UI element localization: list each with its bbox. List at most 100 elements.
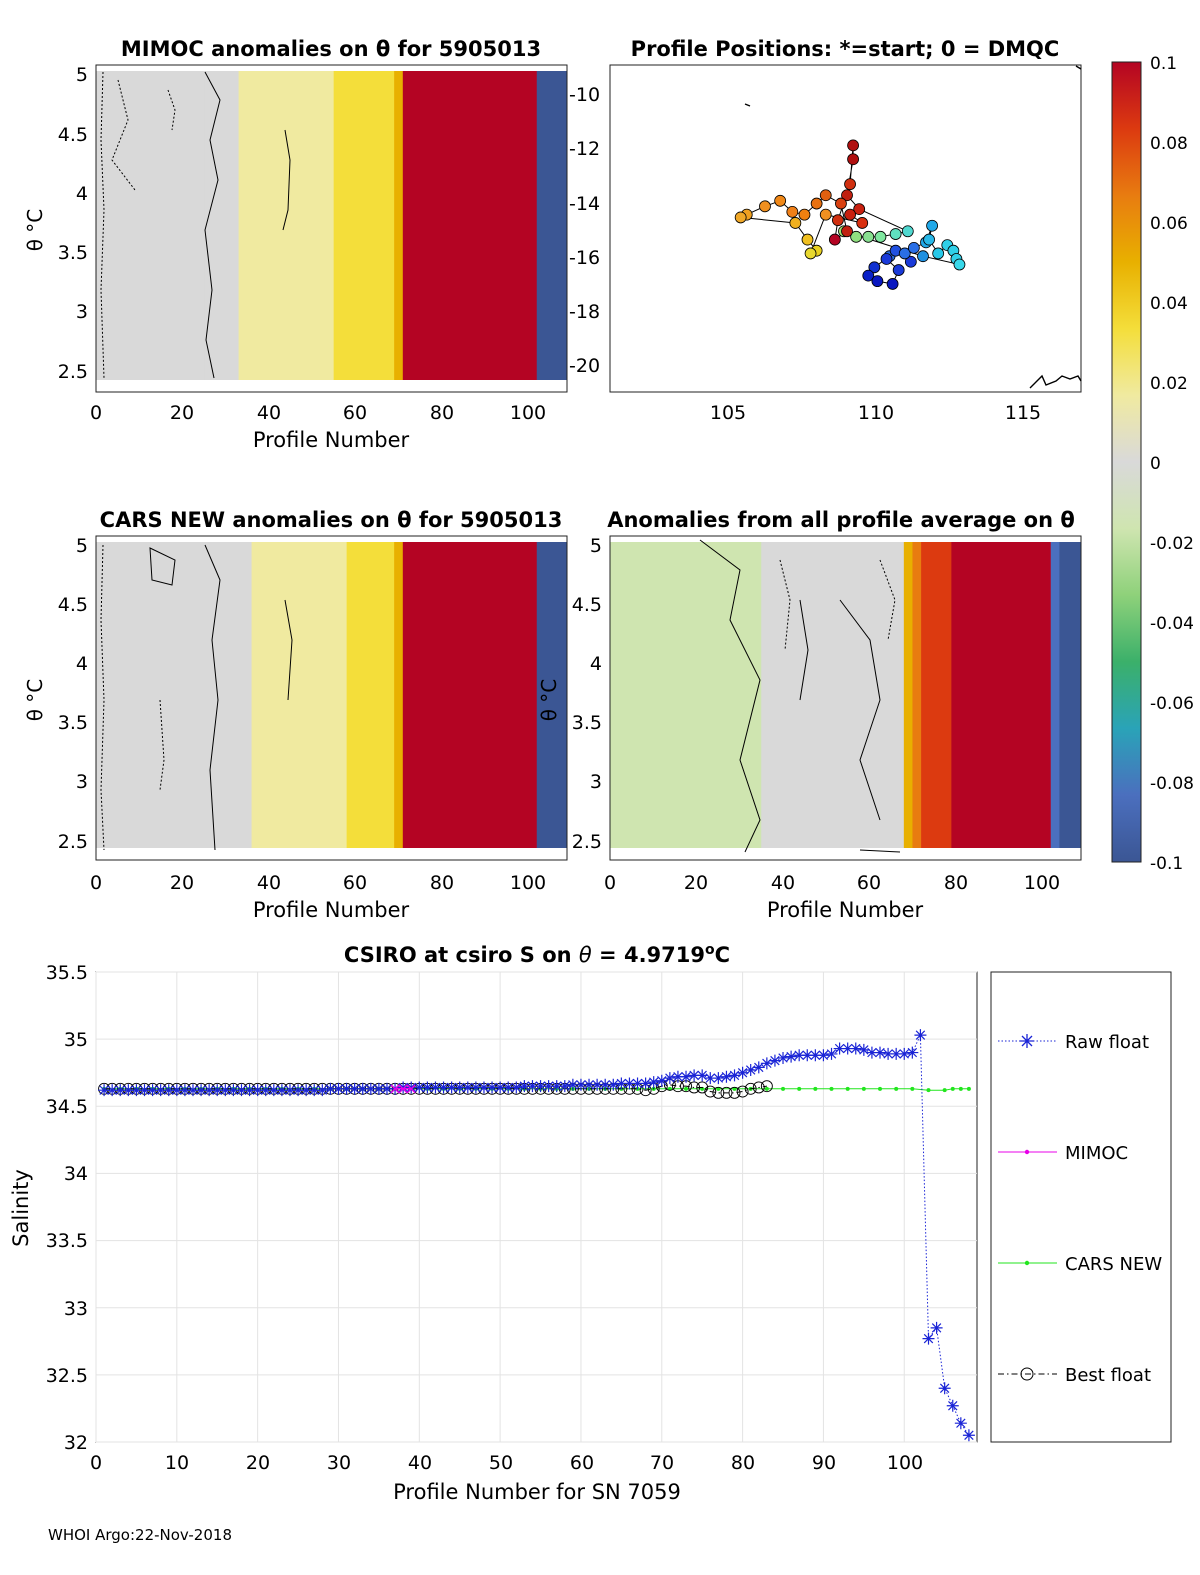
mimoc-ytick: 5 [76, 64, 88, 86]
cars-new-point [861, 1086, 866, 1091]
legend-dot-icon [1024, 1260, 1030, 1266]
raw-float-point [186, 1084, 199, 1097]
avg-ytick: 5 [590, 535, 602, 557]
avg-plot-frame [609, 535, 1082, 861]
profile-position-marker [759, 200, 771, 213]
raw-float-point [178, 1084, 191, 1097]
map-ytick: -12 [569, 138, 600, 160]
raw-float-point [324, 1082, 337, 1095]
salinity-xtick: 10 [165, 1452, 189, 1474]
colorbar-tick: -0.04 [1150, 614, 1194, 634]
profile-position-marker [844, 178, 856, 191]
salinity-ytick: 35.5 [46, 962, 88, 984]
legend-label: MIMOC [1065, 1143, 1128, 1164]
salinity-ylabel: Salinity [9, 1169, 33, 1247]
salinity-xtick: 30 [327, 1452, 351, 1474]
heatmap-band [536, 71, 568, 380]
best-float-point [752, 1081, 765, 1094]
cars-new-point [950, 1086, 955, 1091]
cars-ytick: 5 [76, 535, 88, 557]
avg-panel-title: Anomalies from all profile average on θ [607, 508, 1075, 532]
raw-float-point [211, 1084, 224, 1097]
raw-float-point [195, 1084, 208, 1097]
cars-new-point [797, 1086, 802, 1091]
avg-ylabel: θ °C [537, 679, 561, 722]
heatmap-band [921, 542, 935, 848]
raw-float-point [882, 1047, 895, 1060]
raw-float-point [841, 1042, 854, 1055]
avg-xtick: 100 [1024, 872, 1060, 894]
heatmap-band [951, 542, 1052, 848]
map-coastline [744, 65, 1082, 389]
raw-float-point [704, 1072, 717, 1085]
heatmap-band [372, 542, 395, 848]
raw-float-point [502, 1081, 515, 1094]
profile-position-marker [898, 247, 911, 260]
mimoc-xtick: 60 [343, 402, 367, 424]
raw-float-point [938, 1382, 951, 1395]
colorbar-tick: 0.08 [1150, 134, 1188, 154]
raw-float-point [146, 1084, 159, 1097]
best-float-point [760, 1080, 773, 1093]
mimoc-xtick: 0 [90, 402, 102, 424]
legend-label: Raw float [1065, 1032, 1149, 1053]
cars-new-point [781, 1086, 786, 1091]
profile-position-marker [801, 233, 814, 246]
profile-position-marker [889, 228, 902, 240]
colorbar-tick: 0.1 [1150, 54, 1177, 74]
legend-label: Best float [1065, 1365, 1151, 1386]
salinity-xtick: 90 [812, 1452, 836, 1474]
profile-position-marker [828, 233, 841, 246]
salinity-xtick: 40 [408, 1452, 432, 1474]
cars-ytick: 3 [76, 771, 88, 793]
map-ytick: -10 [569, 84, 600, 106]
map-xticks: 105 110 115 [710, 402, 1041, 424]
avg-xtick: 20 [684, 872, 708, 894]
heatmap-band [251, 542, 304, 848]
cars-new-point [894, 1086, 899, 1091]
best-float-point [688, 1081, 701, 1094]
salinity-xtick: 20 [246, 1452, 270, 1474]
profile-position-marker [892, 264, 905, 276]
raw-float-point [760, 1057, 773, 1070]
raw-float-point [243, 1084, 256, 1097]
raw-float-point [857, 1043, 870, 1056]
raw-float-point [817, 1049, 830, 1062]
raw-float-point [865, 1046, 878, 1059]
heatmap-band [912, 542, 922, 848]
raw-float-point [526, 1080, 539, 1093]
cars-new-point [942, 1088, 947, 1093]
heatmap-band [216, 542, 253, 848]
raw-float-point [534, 1080, 547, 1093]
avg-ytick: 3.5 [572, 712, 602, 734]
raw-float-point [316, 1084, 329, 1097]
best-float-point [744, 1082, 757, 1095]
heatmap-band [903, 542, 913, 848]
raw-float-point [591, 1078, 604, 1091]
map-ytick: -18 [569, 301, 600, 323]
profile-position-marker [832, 214, 844, 227]
raw-float-point [550, 1080, 563, 1093]
profile-position-marker [874, 230, 887, 243]
cars-new-point [966, 1086, 971, 1091]
cars-xtick: 40 [257, 872, 281, 894]
profile-position-marker [901, 225, 914, 238]
raw-float-point [574, 1078, 587, 1091]
profile-position-marker [810, 197, 823, 210]
raw-float-point [461, 1081, 474, 1094]
raw-float-point [372, 1082, 385, 1095]
profile-positions-panel: Profile Positions: *=start; 0 = DMQC 105… [569, 37, 1082, 424]
raw-float-point [720, 1070, 733, 1083]
raw-float-point [639, 1077, 652, 1090]
mimoc-anomaly-panel: MIMOC anomalies on θ for 5905013 θ °C Pr… [23, 37, 568, 452]
heatmap-band [847, 542, 905, 848]
cars-new-point [829, 1086, 834, 1091]
mimoc-xtick: 40 [257, 402, 281, 424]
raw-float-point [267, 1084, 280, 1097]
avg-xlabel: Profile Number [767, 898, 924, 922]
raw-float-point [437, 1081, 450, 1094]
heatmap-band [1059, 542, 1082, 848]
salinity-plot-area [95, 971, 978, 1443]
raw-float-point [429, 1081, 442, 1094]
cars-new-point [910, 1086, 915, 1091]
